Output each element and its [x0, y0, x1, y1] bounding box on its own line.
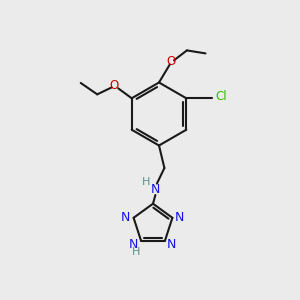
Text: O: O [109, 79, 118, 92]
Text: N: N [129, 238, 138, 251]
Text: N: N [151, 183, 160, 196]
Text: O: O [166, 55, 175, 68]
Text: N: N [121, 211, 130, 224]
Text: N: N [175, 211, 184, 224]
Text: Cl: Cl [215, 90, 226, 103]
Text: H: H [142, 177, 150, 187]
Text: N: N [166, 238, 176, 251]
Text: H: H [131, 247, 140, 257]
